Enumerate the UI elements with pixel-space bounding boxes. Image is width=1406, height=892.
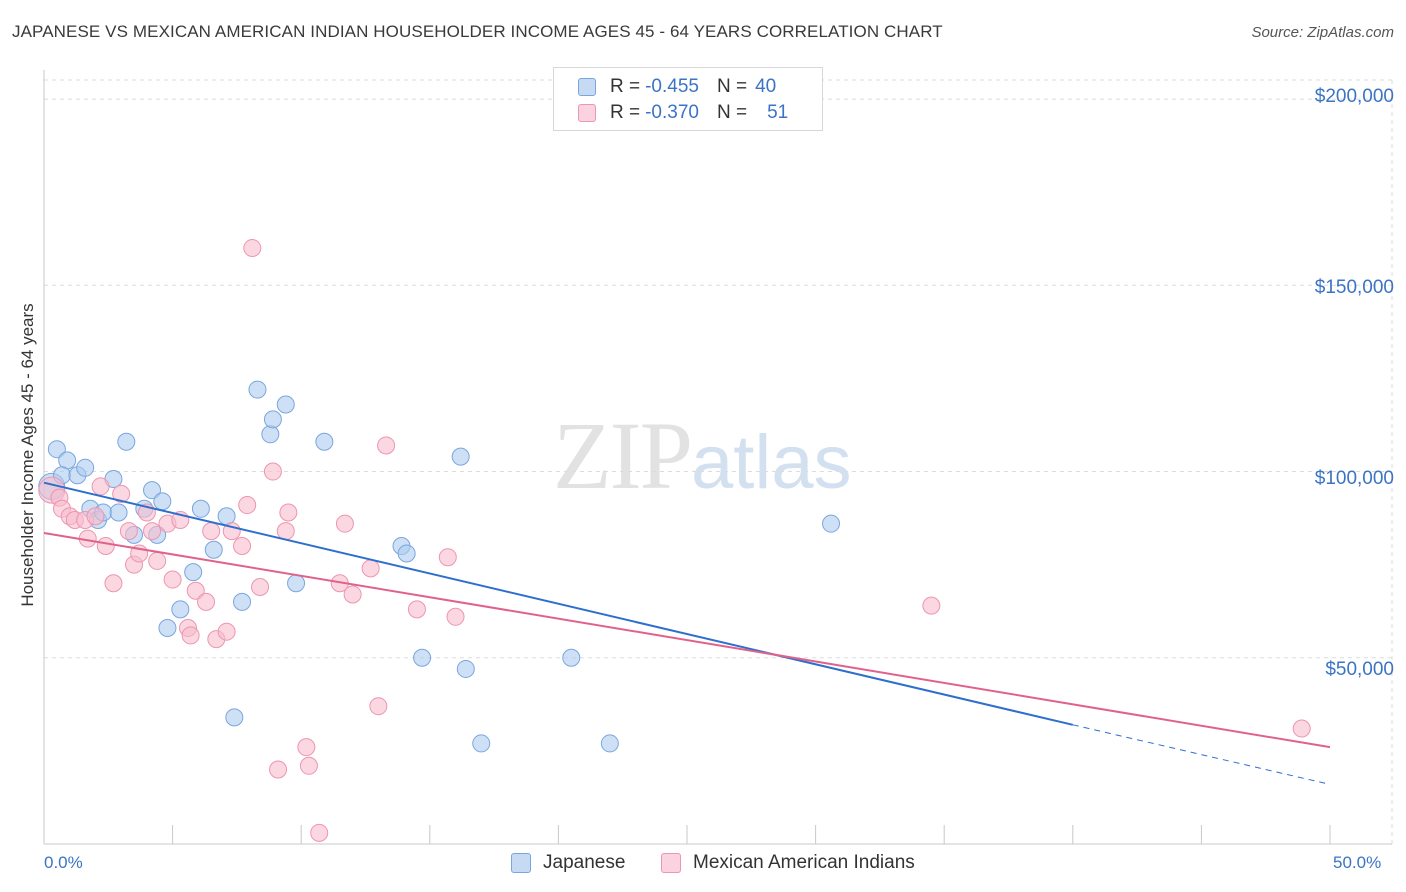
legend-row-mexican: R = -0.370 N = 51 — [578, 101, 788, 125]
japanese-point-32 — [397, 544, 416, 563]
japanese-swatch — [578, 78, 596, 96]
japanese-point-35 — [456, 659, 475, 678]
mexican-point-42 — [343, 585, 362, 604]
japanese-point-10 — [109, 503, 128, 522]
mexican-point-9 — [96, 537, 115, 556]
watermark: ZIPatlas — [553, 400, 852, 511]
mexican-point-36 — [279, 503, 298, 522]
japanese-point-24 — [233, 592, 252, 611]
correlation-legend: R = -0.455 N = 40 R = -0.370 N = 51 — [553, 67, 823, 131]
mexican-point-30 — [238, 496, 257, 515]
japanese-point-18 — [171, 600, 190, 619]
y-tick-label-150000: $150,000 — [1314, 277, 1394, 298]
mexican-point-22 — [181, 626, 200, 645]
mexican-point-11 — [112, 484, 131, 503]
mexican-point-27 — [217, 622, 236, 641]
watermark-zip: ZIP — [553, 402, 693, 509]
mexican-point-49 — [922, 596, 941, 615]
mexican-point-33 — [263, 462, 282, 481]
japanese-point-23 — [225, 708, 244, 727]
japanese-point-30 — [315, 432, 334, 451]
r-value: -0.455 — [645, 76, 699, 97]
mexican-point-47 — [438, 548, 457, 567]
mexican-point-46 — [407, 600, 426, 619]
japanese-point-17 — [158, 618, 177, 637]
japanese-point-39 — [822, 514, 841, 533]
japanese-point-19 — [184, 563, 203, 582]
mexican-point-45 — [377, 436, 396, 455]
japanese-point-25 — [248, 380, 267, 399]
mexican-point-24 — [197, 592, 216, 611]
legend-row-japanese: R = -0.455 N = 40 — [578, 75, 776, 99]
r-label: R = — [610, 102, 641, 123]
japanese-point-37 — [562, 648, 581, 667]
mexican-point-34 — [269, 760, 288, 779]
mexican-point-25 — [202, 522, 221, 541]
y-tick-label-200000: $200,000 — [1314, 86, 1394, 107]
mexican-point-43 — [361, 559, 380, 578]
mexican-point-38 — [299, 756, 318, 775]
mexican-point-19 — [163, 570, 182, 589]
mexican-point-23 — [186, 581, 205, 600]
y-axis-label: Householder Income Ages 45 - 64 years — [18, 303, 37, 607]
x-tick-label-50: 50.0% — [1333, 853, 1382, 872]
japanese-point-33 — [413, 648, 432, 667]
mexican-point-44 — [369, 697, 388, 716]
r-value: -0.370 — [645, 102, 699, 123]
legend-item-mexican: Mexican American Indians — [661, 852, 915, 874]
y-tick-label-50000: $50,000 — [1325, 659, 1394, 680]
mexican-swatch — [578, 104, 596, 122]
japanese-point-28 — [276, 395, 295, 414]
series-legend: Japanese Mexican American Indians — [0, 852, 1406, 878]
watermark-atlas: atlas — [691, 420, 852, 505]
japanese-point-26 — [261, 425, 280, 444]
mexican-legend-swatch — [661, 853, 681, 873]
japanese-trend-line — [43, 481, 1074, 726]
source-label: Source: ZipAtlas.com — [1251, 24, 1394, 41]
japanese-point-36 — [472, 734, 491, 753]
legend-label-mexican: Mexican American Indians — [693, 852, 915, 873]
mexican-point-16 — [143, 522, 162, 541]
mexican-point-37 — [297, 738, 316, 757]
n-label: N = — [716, 102, 748, 123]
n-label: N = — [716, 76, 748, 97]
mexican-point-39 — [310, 823, 329, 842]
x-tick-label-0: 0.0% — [44, 853, 83, 872]
mexican-point-10 — [104, 574, 123, 593]
japanese-point-27 — [263, 410, 282, 429]
mexican-point-12 — [119, 522, 138, 541]
mexican-point-41 — [335, 514, 354, 533]
japanese-point-16 — [153, 492, 172, 511]
japanese-point-14 — [143, 481, 162, 500]
japanese-point-20 — [191, 499, 210, 518]
japanese-point-1 — [47, 440, 66, 459]
japanese-point-29 — [287, 574, 306, 593]
mexican-point-35 — [276, 522, 295, 541]
legend-item-japanese: Japanese — [511, 852, 625, 874]
japanese-point-11 — [117, 432, 136, 451]
mexican-point-29 — [233, 537, 252, 556]
mexican-point-8 — [91, 477, 110, 496]
mexican-point-17 — [148, 551, 167, 570]
japanese-point-5 — [76, 458, 95, 477]
mexican-trend-line — [43, 532, 1331, 749]
mexican-point-7 — [86, 507, 105, 526]
n-value: 40 — [755, 76, 777, 97]
r-label: R = — [610, 76, 641, 97]
mexican-point-48 — [446, 607, 465, 626]
y-tick-label-100000: $100,000 — [1314, 468, 1394, 489]
japanese-point-38 — [600, 734, 619, 753]
japanese-point-21 — [204, 540, 223, 559]
legend-label-japanese: Japanese — [543, 852, 626, 873]
japanese-legend-swatch — [511, 853, 531, 873]
mexican-point-50 — [1292, 719, 1311, 738]
japanese-point-34 — [451, 447, 470, 466]
chart-title: JAPANESE VS MEXICAN AMERICAN INDIAN HOUS… — [12, 22, 943, 41]
japanese-trend-extension — [1072, 724, 1331, 785]
n-value: 51 — [767, 102, 789, 123]
mexican-point-31 — [243, 239, 262, 258]
mexican-point-32 — [251, 578, 270, 596]
